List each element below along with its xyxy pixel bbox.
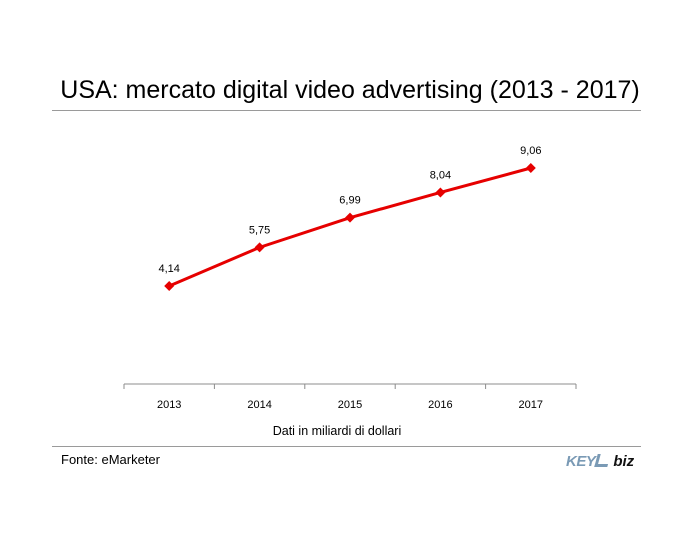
data-label: 9,06 xyxy=(520,145,541,157)
data-point-marker xyxy=(164,281,175,291)
x-tick-label: 2016 xyxy=(428,399,452,411)
x-tick-label: 2017 xyxy=(519,399,543,411)
data-label: 6,99 xyxy=(339,195,360,207)
x-axis: 2013 2014 2015 2016 2017 xyxy=(123,383,577,411)
footer-divider xyxy=(52,446,641,447)
logo-key: KEY xyxy=(566,453,596,470)
data-label: 5,75 xyxy=(249,224,270,236)
x-tick-label: 2013 xyxy=(157,399,181,411)
title-divider xyxy=(52,110,641,111)
logo-biz: biz xyxy=(613,453,635,470)
data-labels: 4,14 5,75 6,99 8,04 9,06 xyxy=(158,145,541,275)
data-point-marker xyxy=(435,187,446,198)
line-chart: 2013 2014 2015 2016 2017 4,14 5,75 6,99 8,04 9,0… xyxy=(123,145,577,438)
source-note: Fonte: eMarketer xyxy=(61,452,160,467)
data-point-marker xyxy=(345,212,355,223)
data-label: 8,04 xyxy=(430,169,451,181)
data-label: 4,14 xyxy=(158,263,179,275)
series-line xyxy=(168,166,532,288)
chart-title: USA: mercato digital video advertising (… xyxy=(60,76,640,104)
data-point-marker xyxy=(525,163,536,173)
x-tick-label: 2014 xyxy=(247,399,271,411)
logo-mark-icon xyxy=(594,454,612,467)
x-tick-label: 2015 xyxy=(338,399,362,411)
key4biz-logo: KEY biz xyxy=(566,452,634,472)
x-axis-title: Dati in miliardi di dollari xyxy=(273,424,402,438)
data-point-marker xyxy=(254,242,265,253)
series-video-advertising xyxy=(164,163,536,291)
